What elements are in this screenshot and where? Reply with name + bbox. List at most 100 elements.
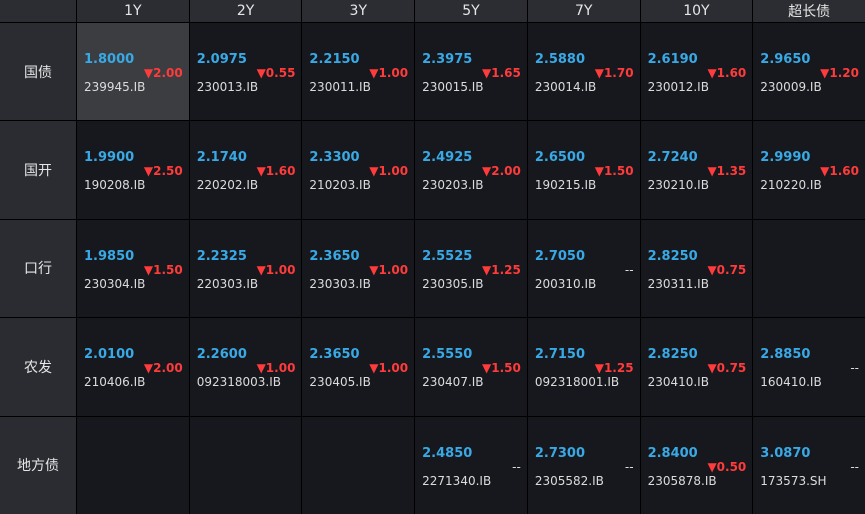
yield-value: 2.7050 [534, 248, 586, 264]
column-header[interactable]: 3Y [302, 0, 415, 22]
bond-code: 230210.IB [647, 178, 709, 193]
yield-value: 2.5550 [422, 347, 473, 363]
bond-code: 2271340.IB [422, 473, 492, 488]
quote-cell[interactable]: 2.4925 ▼2.00 230203.IB [415, 121, 527, 219]
yield-value: 2.3300 [309, 150, 360, 166]
yield-value: 2.5525 [422, 248, 473, 264]
bond-code: 200310.IB [534, 276, 597, 291]
quote-cell[interactable]: 2.8250 ▼0.75 230410.IB [640, 318, 753, 416]
bond-code: 220202.IB [196, 178, 259, 193]
bond-code: 190208.IB [84, 178, 146, 193]
bond-code: 210220.IB [760, 178, 822, 193]
bond-code: 230304.IB [84, 276, 146, 291]
bond-code: 230305.IB [422, 276, 484, 291]
quote-cell[interactable]: 2.0975 ▼0.55 230013.IB [189, 23, 302, 121]
bond-code: 210406.IB [84, 375, 146, 390]
quote-cell[interactable]: 2.3300 ▼1.00 210203.IB [302, 121, 415, 219]
yield-value: 1.9850 [84, 248, 135, 264]
row-label[interactable]: 口行 [0, 219, 76, 318]
yield-value: 2.8850 [760, 347, 811, 363]
quote-cell[interactable]: 2.6500 ▼1.50 190215.IB [527, 121, 640, 219]
change-value: ▼1.00 [369, 164, 409, 179]
quote-cell[interactable]: 2.5550 ▼1.50 230407.IB [415, 318, 527, 416]
quote-cell[interactable]: 2.2150 ▼1.00 230011.IB [302, 23, 415, 121]
empty-cell [77, 416, 189, 514]
bond-code: 2305878.IB [647, 473, 717, 488]
change-value: ▼1.60 [820, 164, 859, 179]
quote-cell[interactable]: 2.2325 ▼1.00 220303.IB [189, 219, 302, 318]
bond-code: 230203.IB [422, 178, 484, 193]
quote-cell[interactable]: 1.8000 ▼2.00 239945.IB [77, 23, 189, 121]
quote-cell[interactable]: 2.8250 ▼0.75 230311.IB [640, 219, 753, 318]
quote-cell[interactable]: 2.7150 ▼1.25 092318001.IB [527, 318, 640, 416]
yield-value: 2.7300 [534, 445, 586, 461]
quote-cell[interactable]: 2.9990 ▼1.60 210220.IB [753, 121, 865, 219]
quote-cell[interactable]: 2.1740 ▼1.60 220202.IB [189, 121, 302, 219]
change-value: -- [850, 361, 859, 376]
quote-cell[interactable]: 2.7050 -- 200310.IB [527, 219, 640, 318]
column-header[interactable]: 7Y [527, 0, 640, 22]
quote-cell[interactable]: 2.3650 ▼1.00 230303.IB [302, 219, 415, 318]
bond-code: 210203.IB [309, 178, 371, 193]
column-header[interactable]: 10Y [640, 0, 753, 22]
quote-cell[interactable]: 2.2600 ▼1.00 092318003.IB [189, 318, 302, 416]
bond-code: 230311.IB [647, 276, 709, 291]
yield-value: 2.6500 [534, 150, 586, 166]
row-label[interactable]: 国债 [0, 23, 76, 121]
row-label[interactable]: 地方债 [0, 416, 76, 514]
change-value: ▼0.50 [707, 459, 747, 474]
quote-cell[interactable]: 2.7240 ▼1.35 230210.IB [640, 121, 753, 219]
quote-cell[interactable]: 2.9650 ▼1.20 230009.IB [753, 23, 865, 121]
bond-code: 230303.IB [309, 276, 371, 291]
quote-cell[interactable]: 2.6190 ▼1.60 230012.IB [640, 23, 753, 121]
quote-cell[interactable]: 1.9900 ▼2.50 190208.IB [77, 121, 189, 219]
yield-value: 2.2325 [196, 248, 247, 264]
column-header[interactable]: 5Y [415, 0, 527, 22]
change-value: ▼1.65 [482, 66, 521, 80]
column-header[interactable]: 1Y [77, 0, 189, 22]
row-label[interactable]: 国开 [0, 121, 76, 219]
quote-cell[interactable]: 2.8400 ▼0.50 2305878.IB [640, 416, 753, 514]
change-value: ▼1.60 [256, 164, 296, 179]
yield-value: 2.8250 [647, 347, 698, 363]
change-value: ▼0.75 [707, 361, 747, 376]
change-value: ▼1.35 [707, 164, 747, 179]
empty-cell [189, 416, 302, 514]
quote-cell[interactable]: 1.9850 ▼1.50 230304.IB [77, 219, 189, 318]
yield-value: 2.4925 [422, 150, 473, 166]
change-value: ▼0.75 [707, 262, 747, 277]
quote-cell[interactable]: 2.5525 ▼1.25 230305.IB [415, 219, 527, 318]
change-value: ▼2.00 [482, 164, 521, 179]
quote-cell[interactable]: 2.3650 ▼1.00 230405.IB [302, 318, 415, 416]
change-value: ▼2.00 [143, 361, 183, 376]
yield-value: 2.3975 [422, 52, 473, 67]
bond-code: 2305582.IB [534, 473, 604, 488]
bond-code: 230015.IB [422, 80, 484, 94]
change-value: ▼1.00 [369, 361, 409, 376]
change-value: ▼1.70 [594, 66, 634, 80]
quote-cell[interactable]: 3.0870 -- 173573.SH [753, 416, 865, 514]
bond-code: 220303.IB [196, 276, 259, 291]
change-value: ▼2.00 [143, 66, 183, 80]
quote-cell[interactable]: 2.8850 -- 160410.IB [753, 318, 865, 416]
bond-code: 230012.IB [647, 80, 709, 94]
column-header[interactable]: 超长债 [753, 0, 865, 22]
corner-cell [0, 0, 76, 22]
yield-value: 2.2600 [196, 347, 247, 363]
quote-cell[interactable]: 2.7300 -- 2305582.IB [527, 416, 640, 514]
quote-cell[interactable]: 2.0100 ▼2.00 210406.IB [77, 318, 189, 416]
change-value: ▼1.00 [256, 361, 296, 376]
quote-cell[interactable]: 2.3975 ▼1.65 230015.IB [415, 23, 527, 121]
bond-code: 230011.IB [309, 80, 371, 94]
empty-cell [302, 416, 415, 514]
yield-value: 2.0975 [196, 52, 247, 67]
quote-cell[interactable]: 2.5880 ▼1.70 230014.IB [527, 23, 640, 121]
column-header[interactable]: 2Y [189, 0, 302, 22]
yield-value: 2.1740 [196, 150, 247, 166]
yield-value: 3.0870 [760, 445, 811, 461]
bond-code: 190215.IB [534, 178, 597, 193]
row-label[interactable]: 农发 [0, 318, 76, 416]
bond-code: 160410.IB [760, 375, 822, 390]
change-value: ▼1.00 [256, 262, 296, 277]
quote-cell[interactable]: 2.4850 -- 2271340.IB [415, 416, 527, 514]
